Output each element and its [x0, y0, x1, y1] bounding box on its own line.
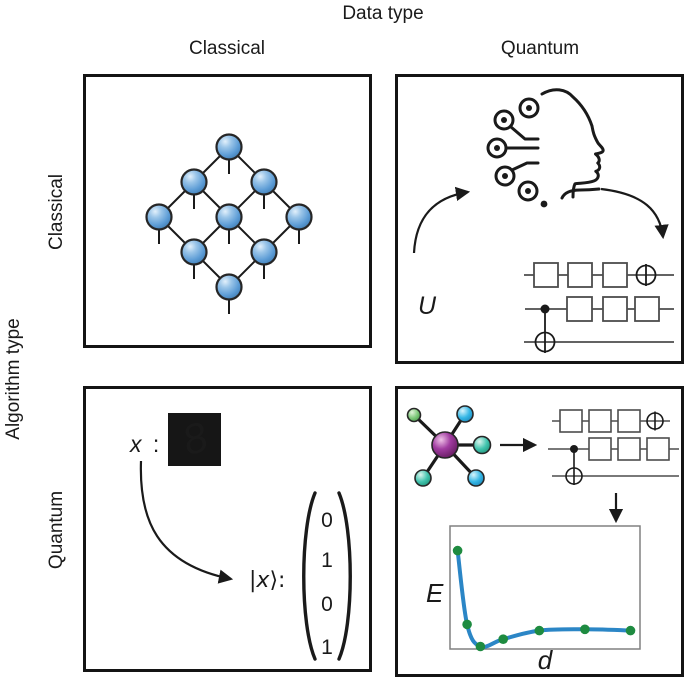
circuit-connector-1	[509, 125, 540, 141]
tensor-network-legs	[158, 159, 300, 314]
plot-ylabel: E	[426, 578, 444, 608]
cnot-control-dot	[570, 445, 578, 453]
column-label-quantum: Quantum	[500, 38, 580, 59]
tensor-network-icon	[145, 133, 313, 314]
quantum-data-quantum-alg-art: E d	[406, 405, 679, 674]
classical-data-quantum-alg-art: x : 8 |x⟩: 0 1 0 1	[129, 412, 352, 661]
panel-classical-data-classical-algorithm	[83, 74, 372, 348]
vector-parentheses	[302, 491, 352, 661]
ket-label: |x⟩:	[249, 568, 285, 593]
row-label-quantum: Quantum	[46, 490, 67, 570]
tensor-network-edges	[158, 146, 300, 314]
cnot-target-icon	[534, 264, 657, 353]
panel-classical-data-quantum-algorithm: x : 8 |x⟩: 0 1 0 1	[83, 386, 372, 672]
vector-entry: 0	[321, 509, 333, 532]
vector-entry: 0	[321, 593, 333, 616]
input-sample-label: x :	[129, 431, 159, 457]
circuit-connector-3	[510, 161, 540, 172]
row-label-classical: Classical	[46, 173, 67, 251]
energy-data-point	[475, 641, 486, 652]
energy-plot: E d	[426, 525, 641, 674]
row-axis-title: Algorithm type	[3, 318, 24, 440]
energy-data-point	[625, 625, 636, 636]
plot-xlabel: d	[538, 645, 554, 674]
column-axis-title: Data type	[342, 3, 424, 24]
ai-head-icon	[486, 88, 605, 208]
circuit-node-dots	[494, 105, 548, 208]
energy-data-point	[498, 634, 508, 644]
mnist-digit-8-icon: 8	[168, 412, 221, 466]
unitary-label: U	[418, 292, 437, 320]
arrow-into-head	[412, 186, 471, 254]
head-profile	[540, 88, 605, 199]
quantum-data-classical-alg-art: U	[412, 88, 674, 353]
circuit-node-icons	[486, 97, 540, 202]
quantum-circuit-icon	[524, 262, 674, 353]
head-collar	[560, 187, 601, 200]
molecule-icon	[406, 405, 492, 487]
cnot-control-dot	[540, 304, 550, 314]
tensor-network-nodes	[145, 133, 313, 301]
state-vector: 0 1 0 1	[302, 491, 352, 661]
arrow-head-to-circuit	[600, 187, 669, 240]
vector-entry: 1	[321, 549, 333, 572]
energy-data-point	[452, 545, 463, 556]
cnot-target-icon	[565, 411, 664, 485]
energy-curve-series	[452, 545, 636, 652]
column-label-classical: Classical	[188, 38, 266, 59]
energy-data-point	[534, 625, 545, 636]
vector-entry: 1	[321, 636, 333, 659]
gate-boxes	[559, 409, 670, 461]
energy-data-point	[580, 624, 590, 635]
panel-quantum-data-classical-algorithm: U	[395, 74, 684, 364]
arrow-encode-state	[139, 460, 234, 584]
vector-entries: 0 1 0 1	[321, 509, 333, 659]
quantum-circuit-icon	[548, 409, 679, 485]
panel-quantum-data-quantum-algorithm: E d	[395, 386, 684, 677]
gate-boxes	[533, 262, 660, 322]
molecule-atoms	[406, 405, 492, 487]
energy-data-point	[462, 619, 472, 630]
